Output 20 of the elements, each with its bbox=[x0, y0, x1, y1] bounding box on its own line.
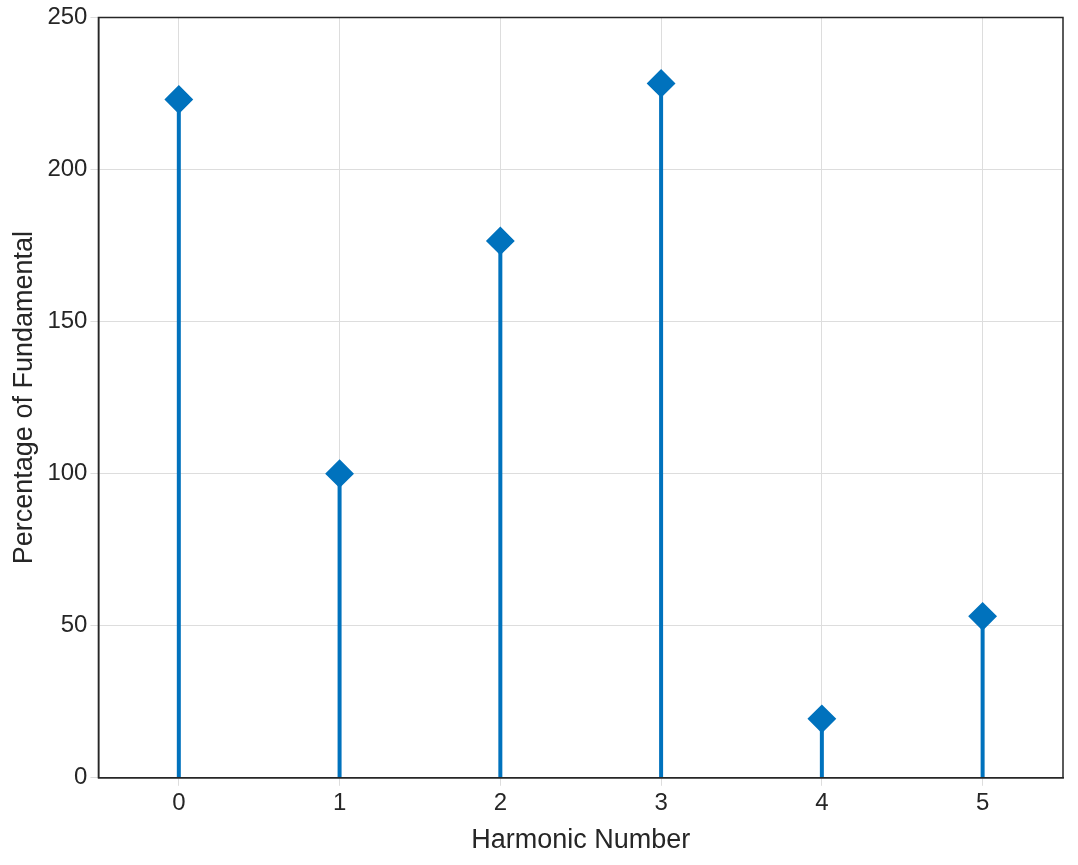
point bbox=[968, 602, 997, 631]
y-tick-label: 50 bbox=[60, 610, 88, 638]
point bbox=[325, 459, 354, 488]
point bbox=[486, 226, 515, 255]
x-tick-label: 1 bbox=[332, 787, 347, 815]
x-axis-title: Harmonic Number bbox=[471, 824, 691, 855]
y-tick-label: 150 bbox=[47, 306, 88, 334]
point bbox=[647, 69, 676, 98]
point bbox=[807, 704, 836, 733]
x-tick-label: 2 bbox=[493, 787, 508, 815]
y-tick-label: 250 bbox=[47, 2, 88, 30]
y-tick-label: 100 bbox=[47, 458, 88, 486]
y-tick-label: 0 bbox=[74, 762, 88, 790]
y-tick-label: 200 bbox=[47, 154, 88, 182]
x-tick-label: 3 bbox=[654, 787, 668, 815]
x-tick-label: 0 bbox=[172, 787, 186, 815]
y-axis-title: Percentage of Fundamental bbox=[7, 230, 38, 565]
point bbox=[164, 85, 193, 114]
x-tick-label: 4 bbox=[815, 787, 829, 815]
x-tick-label: 5 bbox=[975, 787, 990, 815]
